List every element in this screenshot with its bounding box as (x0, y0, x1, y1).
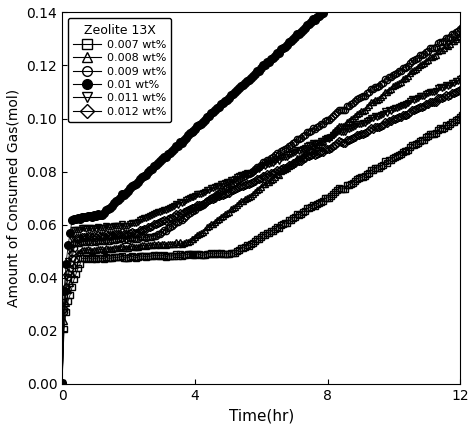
X-axis label: Time(hr): Time(hr) (228, 408, 294, 423)
Legend: 0.007 wt%, 0.008 wt%, 0.009 wt%, 0.01 wt%, 0.011 wt%, 0.012 wt%: 0.007 wt%, 0.008 wt%, 0.009 wt%, 0.01 wt… (68, 18, 171, 122)
Y-axis label: Amount of Consumed Gas(mol): Amount of Consumed Gas(mol) (7, 89, 21, 307)
